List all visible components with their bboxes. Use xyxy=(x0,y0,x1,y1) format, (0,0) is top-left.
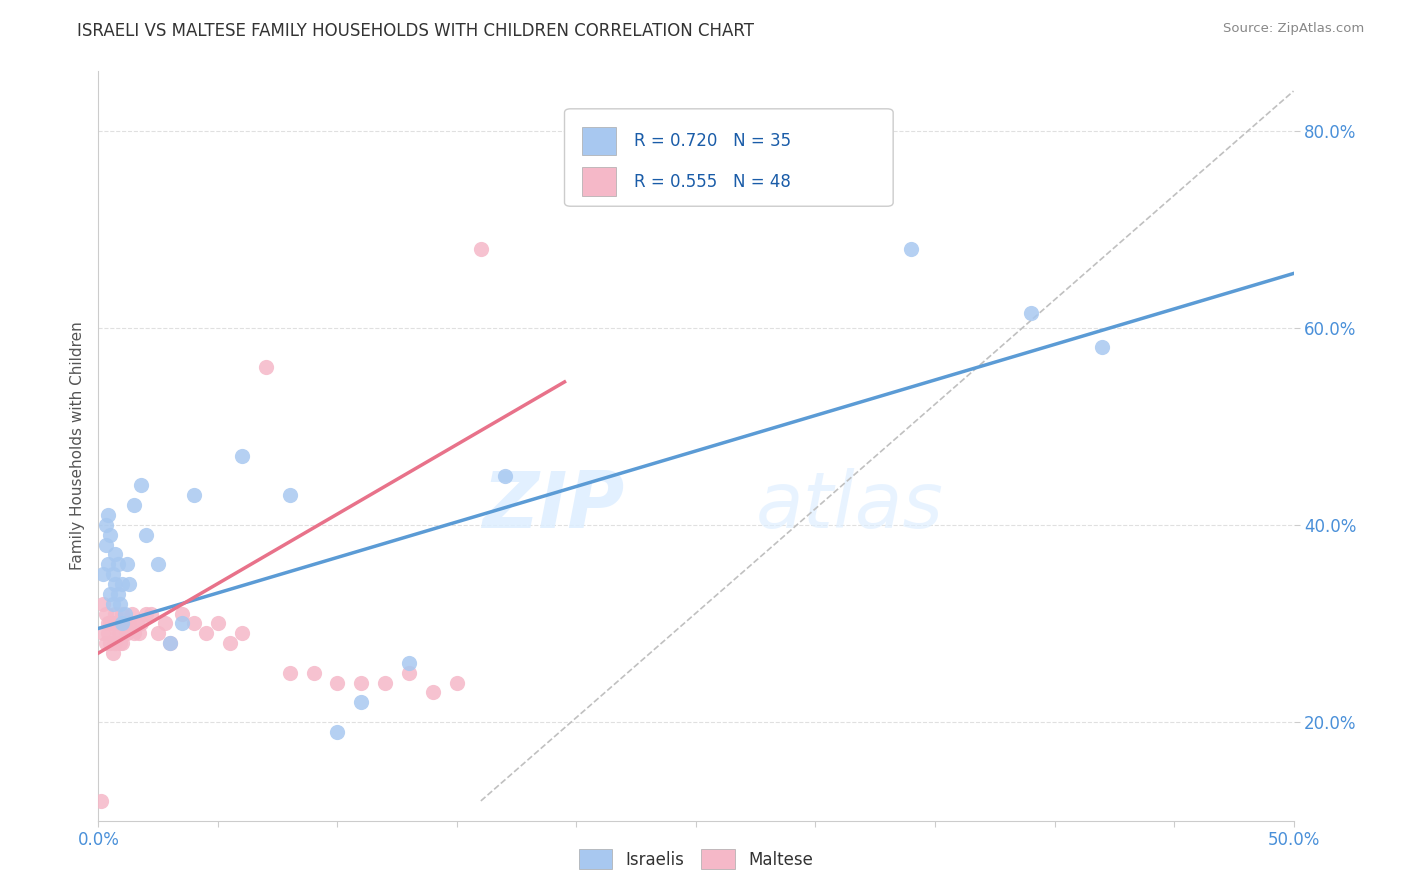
Point xyxy=(350,695,373,709)
Point xyxy=(135,607,157,621)
Point xyxy=(111,616,134,631)
Point xyxy=(124,498,146,512)
Point xyxy=(94,517,117,532)
Point xyxy=(398,656,420,670)
Point xyxy=(195,626,218,640)
Point xyxy=(114,607,136,621)
Text: ZIP: ZIP xyxy=(482,468,624,544)
Point xyxy=(108,626,131,640)
Point xyxy=(124,626,146,640)
Point xyxy=(207,616,229,631)
Point xyxy=(121,607,143,621)
Point xyxy=(91,626,114,640)
Point xyxy=(231,626,253,640)
Point xyxy=(91,597,114,611)
Point xyxy=(97,508,120,522)
Point xyxy=(155,616,177,631)
Point xyxy=(374,675,396,690)
Text: R = 0.720   N = 35: R = 0.720 N = 35 xyxy=(634,132,792,150)
Point xyxy=(139,607,162,621)
Point xyxy=(1019,306,1042,320)
Point xyxy=(278,665,301,680)
Point xyxy=(350,675,373,690)
Text: Source: ZipAtlas.com: Source: ZipAtlas.com xyxy=(1223,22,1364,36)
Point xyxy=(135,527,157,541)
Point xyxy=(470,242,492,256)
Point xyxy=(118,616,141,631)
Point xyxy=(131,478,153,492)
Point xyxy=(90,794,112,808)
Point xyxy=(159,636,181,650)
Point xyxy=(107,626,129,640)
Point xyxy=(494,468,516,483)
Point xyxy=(101,597,124,611)
Point xyxy=(183,488,205,502)
Point xyxy=(326,675,349,690)
Point xyxy=(125,616,148,631)
Point xyxy=(111,607,134,621)
Point xyxy=(101,567,124,582)
Point xyxy=(159,636,181,650)
Point xyxy=(111,577,134,591)
Point xyxy=(326,725,349,739)
Point xyxy=(98,636,122,650)
Point xyxy=(900,242,922,256)
Point xyxy=(107,587,129,601)
Text: R = 0.555   N = 48: R = 0.555 N = 48 xyxy=(634,172,790,191)
Point xyxy=(98,527,122,541)
Point xyxy=(94,636,117,650)
Point xyxy=(107,558,129,572)
Point xyxy=(115,626,138,640)
Point xyxy=(254,360,277,375)
Point xyxy=(231,449,253,463)
Point xyxy=(172,607,194,621)
FancyBboxPatch shape xyxy=(582,168,616,195)
Point xyxy=(398,665,420,680)
Point xyxy=(183,616,205,631)
Point xyxy=(114,616,136,631)
Point xyxy=(94,607,117,621)
Text: ISRAELI VS MALTESE FAMILY HOUSEHOLDS WITH CHILDREN CORRELATION CHART: ISRAELI VS MALTESE FAMILY HOUSEHOLDS WIT… xyxy=(77,22,755,40)
Point xyxy=(104,577,127,591)
Legend: Israelis, Maltese: Israelis, Maltese xyxy=(572,842,820,876)
Point xyxy=(108,597,131,611)
FancyBboxPatch shape xyxy=(565,109,893,206)
Point xyxy=(111,636,134,650)
Point xyxy=(101,646,124,660)
Point xyxy=(94,538,117,552)
Point xyxy=(118,577,141,591)
Point xyxy=(219,636,242,650)
Point xyxy=(97,626,120,640)
Y-axis label: Family Households with Children: Family Households with Children xyxy=(69,322,84,570)
Point xyxy=(446,675,468,690)
Point xyxy=(172,616,194,631)
Text: atlas: atlas xyxy=(756,468,943,544)
Point xyxy=(422,685,444,699)
Point xyxy=(101,616,124,631)
Point xyxy=(104,548,127,562)
Point xyxy=(97,616,120,631)
Point xyxy=(148,558,170,572)
Point xyxy=(148,626,170,640)
Point xyxy=(104,607,127,621)
Point xyxy=(107,616,129,631)
Point xyxy=(1091,340,1114,354)
Point xyxy=(278,488,301,502)
Point xyxy=(302,665,325,680)
Point xyxy=(98,616,122,631)
Point xyxy=(91,567,114,582)
Point xyxy=(98,587,122,601)
Point xyxy=(97,558,120,572)
Point xyxy=(104,636,127,650)
Point xyxy=(108,636,131,650)
Point xyxy=(131,616,153,631)
FancyBboxPatch shape xyxy=(582,127,616,155)
Point xyxy=(128,626,150,640)
Point xyxy=(115,558,138,572)
